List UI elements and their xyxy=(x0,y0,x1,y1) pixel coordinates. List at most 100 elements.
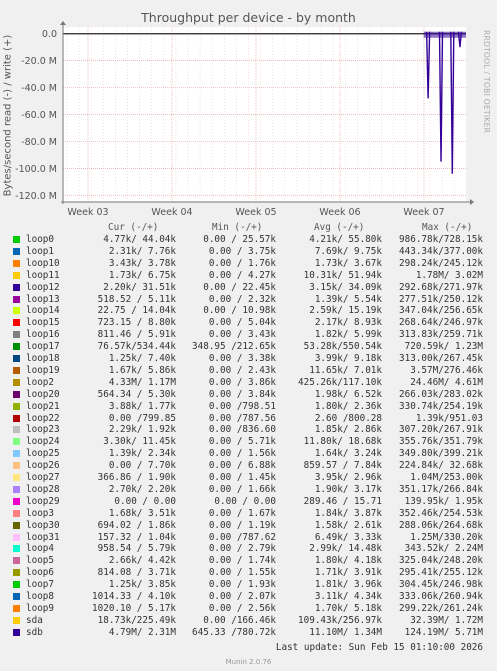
legend-avg: 289.46 / 15.71 xyxy=(303,495,382,507)
legend-row: loop15 723.15 / 8.80k 0.00 / 5.04k 2.17k/ 8… xyxy=(0,317,497,328)
legend-series-name: loop26 xyxy=(26,460,60,472)
legend-avg: 3.99k/ 9.18k xyxy=(314,353,382,364)
legend-max: 32.39M/ 1.72M xyxy=(410,614,483,626)
legend-series-name: loop25 xyxy=(26,448,60,460)
legend-avg: 425.26k/117.10k xyxy=(298,376,382,388)
y-tick-label: -20.0 M xyxy=(21,56,57,67)
legend-min: 0.00 / 1.56k xyxy=(208,448,276,460)
legend-swatch xyxy=(13,259,20,267)
legend-row: loop17 76.57k/534.44k 348.95 /212.65k 53.28… xyxy=(0,341,497,352)
legend-max: 304.45k/246.98k xyxy=(399,579,483,591)
legend-min: 0.00 / 1.55k xyxy=(208,567,276,579)
legend-cur: 1014.33 / 4.10k xyxy=(92,591,176,602)
legend-row: loop16 811.46 / 5.91k 0.00 / 3.43k 1.82k/ 5… xyxy=(0,329,497,340)
legend-max: 292.68k/271.97k xyxy=(399,281,483,293)
legend-cur: 4.33M/ 1.17M xyxy=(108,376,176,388)
legend-row: loop12 2.20k/ 31.51k 0.00 / 22.45k 3.15k/ 3… xyxy=(0,282,497,293)
legend-cur: 157.32 / 1.04k xyxy=(97,531,176,543)
legend-avg: 53.28k/550.54k xyxy=(303,341,382,353)
legend-avg: 11.10M/ 1.34M xyxy=(309,626,382,638)
legend-row: loop23 2.29k/ 1.92k 0.00 /836.60 1.85k/ 2.8… xyxy=(0,424,497,435)
legend-max: 349.80k/399.21k xyxy=(399,448,483,460)
legend-row: loop19 1.67k/ 5.86k 0.00 / 2.43k 11.65k/ 7.… xyxy=(0,365,497,376)
legend-series-name: loop17 xyxy=(26,341,60,353)
legend-cur: 76.57k/534.44k xyxy=(97,341,176,353)
legend-row: loop13 518.52 / 5.11k 0.00 / 2.32k 1.39k/ 5… xyxy=(0,294,497,305)
legend-swatch xyxy=(13,628,20,636)
legend-series-name: loop16 xyxy=(26,329,60,341)
legend-swatch xyxy=(13,616,20,624)
legend-max: 277.51k/250.12k xyxy=(399,293,483,305)
legend-min: 645.33 /780.72k xyxy=(192,626,276,638)
legend-avg: 10.31k/ 51.94k xyxy=(303,269,382,281)
legend-row: loop27 366.86 / 1.90k 0.00 / 1.45k 3.95k/ 2… xyxy=(0,472,497,483)
legend-cur: 564.34 / 5.30k xyxy=(97,388,176,400)
legend-cur: 1.73k/ 6.75k xyxy=(108,269,176,281)
legend-cur: 0.00 /799.85 xyxy=(108,412,176,424)
legend-swatch xyxy=(13,414,20,422)
legend-avg: 11.80k/ 18.68k xyxy=(303,436,382,448)
legend-swatch xyxy=(13,402,20,410)
legend-min: 0.00 / 10.98k xyxy=(203,305,276,317)
legend-swatch xyxy=(13,343,20,351)
legend-swatch xyxy=(13,450,20,458)
legend-series-name: loop11 xyxy=(26,269,60,281)
legend-series-name: loop27 xyxy=(26,472,60,483)
legend-swatch xyxy=(13,462,20,470)
legend-cur: 811.46 / 5.91k xyxy=(97,329,176,341)
legend-max: 347.04k/256.65k xyxy=(399,305,483,317)
legend-series-name: loop24 xyxy=(26,436,60,448)
legend-swatch xyxy=(13,509,20,517)
legend-cur: 22.75 / 14.04k xyxy=(97,305,176,317)
legend-swatch xyxy=(13,569,20,577)
legend-swatch xyxy=(13,307,20,315)
legend-min: 0.00 / 1.93k xyxy=(208,579,276,591)
legend-series-name: loop10 xyxy=(26,257,60,269)
legend-swatch xyxy=(13,426,20,434)
legend-max: 355.76k/351.79k xyxy=(399,436,483,448)
x-tick-label: Week 03 xyxy=(67,207,108,218)
legend-max: 720.59k/ 1.23M xyxy=(404,341,483,353)
legend-cur: 366.86 / 1.90k xyxy=(97,472,176,483)
data-cluster xyxy=(423,31,466,38)
legend-cur: 2.66k/ 4.42k xyxy=(108,555,176,567)
legend-avg: 1.80k/ 2.36k xyxy=(314,400,382,412)
legend-min: 0.00 / 5.71k xyxy=(208,436,276,448)
legend-series-name: loop0 xyxy=(26,234,54,245)
legend-series-name: loop20 xyxy=(26,388,60,400)
legend-min: 0.00 / 1.67k xyxy=(208,507,276,519)
legend-header-max: Max (-/+) xyxy=(422,222,473,233)
legend-max: 325.04k/248.20k xyxy=(399,555,483,567)
legend-avg: 3.11k/ 4.34k xyxy=(314,591,382,602)
legend-series-name: loop1 xyxy=(26,245,54,257)
legend-series-name: sda xyxy=(26,614,43,626)
legend-cur: 1020.10 / 5.17k xyxy=(92,602,176,614)
legend-series-name: sdb xyxy=(26,626,43,638)
legend-max: 124.19M/ 5.71M xyxy=(404,626,483,638)
legend-cur: 18.73k/225.49k xyxy=(97,614,176,626)
legend-series-name: loop5 xyxy=(26,555,54,567)
legend-cur: 1.67k/ 5.86k xyxy=(108,364,176,376)
legend-swatch xyxy=(13,390,20,398)
legend-min: 0.00 / 2.43k xyxy=(208,364,276,376)
y-axis-arrow xyxy=(60,21,66,25)
legend-row: loop11 1.73k/ 6.75k 0.00 / 4.27k 10.31k/ 51… xyxy=(0,270,497,281)
legend-cur: 814.08 / 3.71k xyxy=(97,567,176,579)
legend-cur: 4.79M/ 2.31M xyxy=(108,626,176,638)
legend-series-name: loop6 xyxy=(26,567,54,579)
legend-min: 0.00 / 22.45k xyxy=(203,281,276,293)
legend-cur: 694.02 / 1.86k xyxy=(97,519,176,531)
data-spike xyxy=(438,31,444,162)
y-tick-label: -100.0 M xyxy=(15,164,57,175)
legend-cur: 2.29k/ 1.92k xyxy=(108,424,176,436)
legend-min: 0.00 / 0.00 xyxy=(214,495,276,507)
legend-swatch xyxy=(13,331,20,339)
legend-avg: 2.17k/ 8.93k xyxy=(314,317,382,329)
legend-row: loop24 3.30k/ 11.45k 0.00 / 5.71k 11.80k/ 1… xyxy=(0,436,497,447)
legend-avg: 1.58k/ 2.61k xyxy=(314,519,382,531)
legend-min: 348.95 /212.65k xyxy=(192,341,276,353)
legend-swatch xyxy=(13,236,20,243)
legend-row: loop3 1.68k/ 3.51k 0.00 / 1.67k 1.84k/ 3.87… xyxy=(0,508,497,519)
legend-series-name: loop28 xyxy=(26,483,60,495)
legend-series-name: loop13 xyxy=(26,293,60,305)
